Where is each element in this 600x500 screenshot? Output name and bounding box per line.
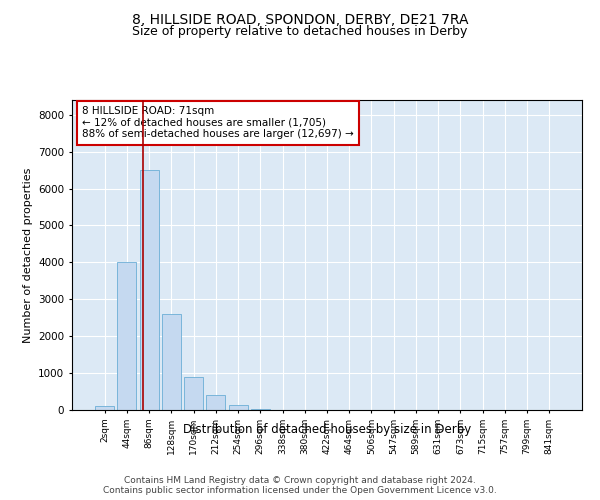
Bar (162, 314, 181, 410)
Text: 8, HILLSIDE ROAD, SPONDON, DERBY, DE21 7RA: 8, HILLSIDE ROAD, SPONDON, DERBY, DE21 7… (132, 12, 468, 26)
Text: Distribution of detached houses by size in Derby: Distribution of detached houses by size … (183, 422, 471, 436)
Bar (118, 262, 136, 410)
Y-axis label: Number of detached properties: Number of detached properties (23, 168, 32, 342)
Bar (140, 170, 158, 410)
Text: Size of property relative to detached houses in Derby: Size of property relative to detached ho… (133, 25, 467, 38)
Bar (251, 409, 270, 410)
Bar (206, 395, 225, 410)
Text: 8 HILLSIDE ROAD: 71sqm
← 12% of detached houses are smaller (1,705)
88% of semi-: 8 HILLSIDE ROAD: 71sqm ← 12% of detached… (82, 106, 354, 140)
Bar (229, 405, 248, 410)
Bar (95, 406, 114, 410)
Text: Contains HM Land Registry data © Crown copyright and database right 2024.
Contai: Contains HM Land Registry data © Crown c… (103, 476, 497, 495)
Bar (184, 377, 203, 410)
